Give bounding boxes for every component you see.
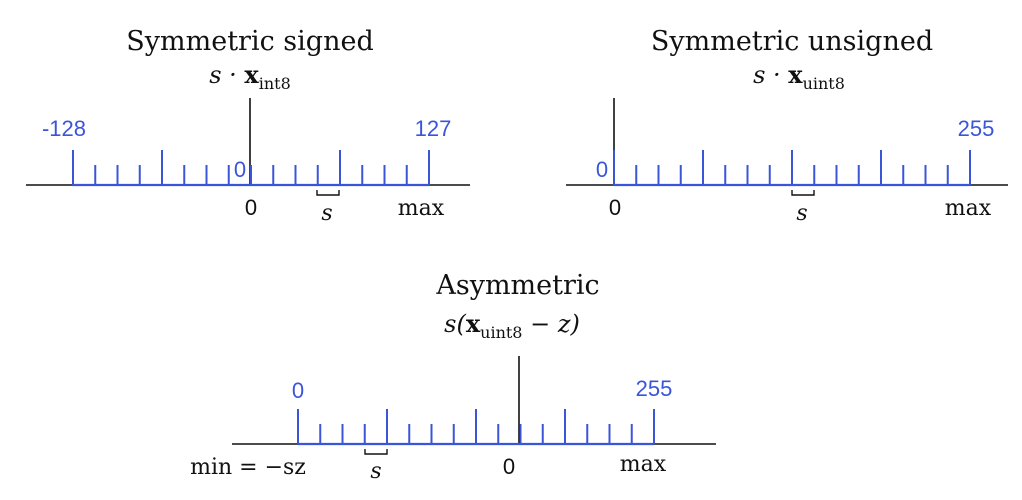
diagram-title: Symmetric unsigned: [651, 26, 933, 57]
diagram-formula: s · xint8: [209, 60, 291, 93]
axis-max-label: max: [945, 196, 992, 221]
axis-zero-label: 0: [245, 195, 257, 220]
diagram-symmetric-signed: Symmetric signed s · xint8 -128 127 0 0 …: [26, 26, 470, 226]
quant-max-value: 255: [958, 116, 995, 141]
diagram-symmetric-unsigned: Symmetric unsigned s · xuint8 0 255 0 ma…: [566, 26, 1008, 226]
quant-min-value: 0: [292, 378, 304, 403]
diagram-title: Symmetric signed: [126, 26, 373, 57]
diagram-formula: s(xuint8 − z): [444, 309, 580, 342]
step-label: s: [321, 201, 332, 226]
axis-max-label: max: [398, 196, 445, 221]
diagram-formula: s · xuint8: [753, 60, 845, 93]
quant-max-value: 127: [415, 116, 452, 141]
step-label: s: [370, 459, 381, 484]
quant-max-value: 255: [636, 376, 673, 401]
step-bracket: [364, 449, 388, 455]
quant-ticks: [72, 150, 430, 185]
step-bracket: [316, 190, 340, 196]
quant-min-value: -128: [42, 116, 86, 141]
quant-ticks: [613, 150, 971, 185]
diagram-title: Asymmetric: [435, 270, 599, 301]
quant-ticks: [297, 409, 655, 444]
axis-zero-label: 0: [609, 195, 621, 220]
axis-max-label: max: [620, 452, 667, 477]
step-bracket: [791, 190, 815, 196]
axis-zero-label: 0: [503, 454, 515, 479]
quant-min-value: 0: [596, 157, 608, 182]
quant-zero-value: 0: [234, 157, 246, 182]
step-label: s: [796, 201, 807, 226]
diagram-asymmetric: Asymmetric s(xuint8 − z) 0 255 0 min = −…: [190, 270, 716, 484]
axis-min-label: min = −sz: [190, 455, 306, 480]
